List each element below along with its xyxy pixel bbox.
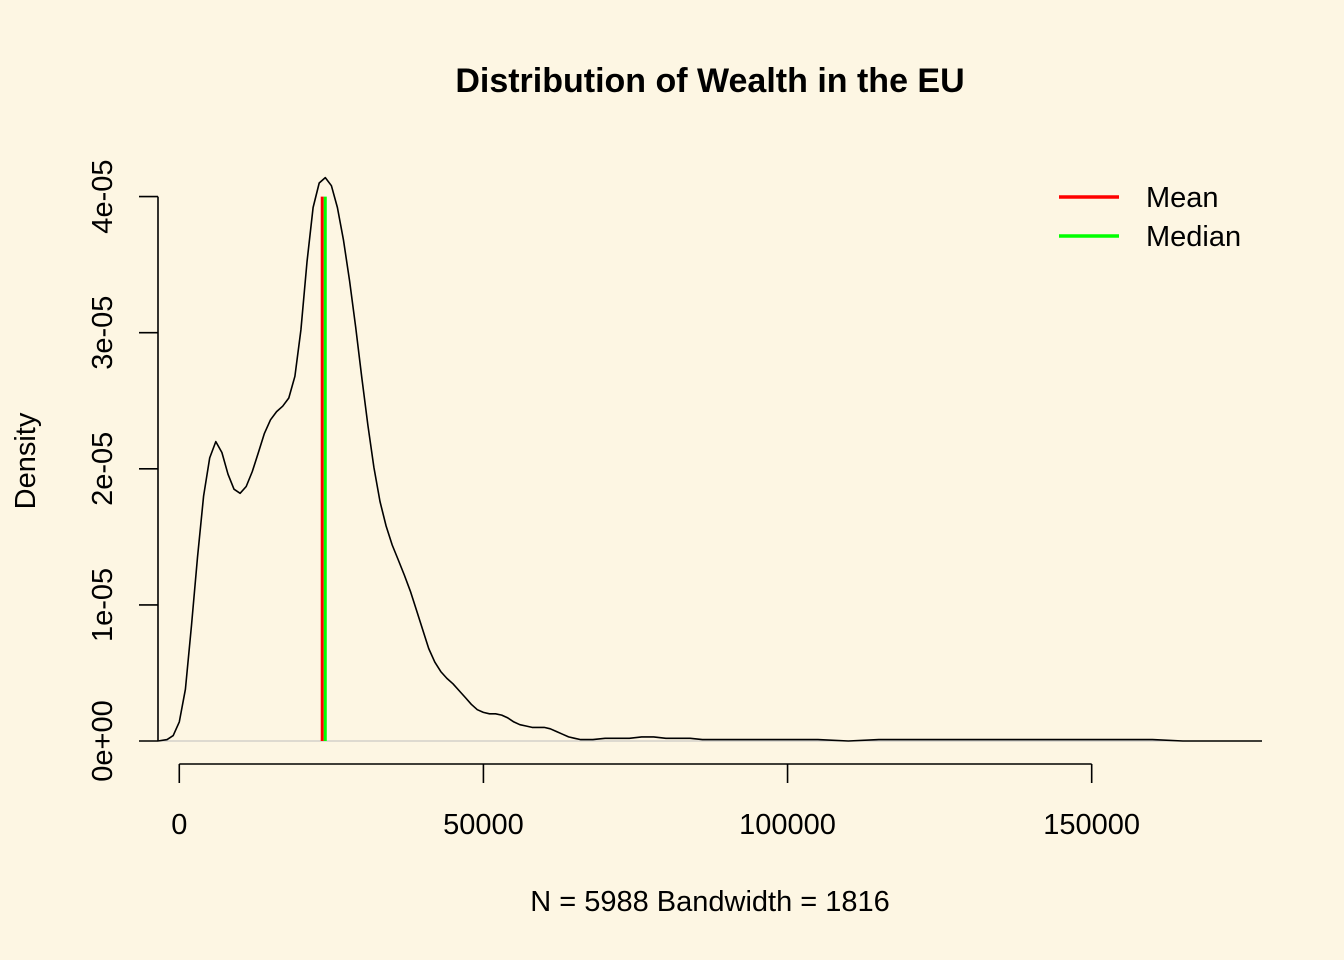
y-axis-label: Density [10,412,42,509]
x-axis: 0 50000 100000 150000 [171,763,1140,841]
y-tick-label: 2e-05 [87,432,119,506]
y-tick-label: 1e-05 [87,568,119,642]
y-tick-label: 0e+00 [87,700,119,781]
reference-lines [320,196,327,741]
x-tick-label: 0 [171,809,187,841]
x-tick-label: 100000 [739,809,836,841]
legend-label-mean: Mean [1146,182,1219,214]
density-line [157,176,1262,742]
legend: Mean Median [1059,182,1241,253]
x-axis-label: N = 5988 Bandwidth = 1816 [530,886,890,918]
x-tick-label: 50000 [443,809,524,841]
y-axis: 0e+00 1e-05 2e-05 3e-05 4e-05 [87,160,159,782]
y-tick-label: 4e-05 [87,160,119,234]
x-tick-label: 150000 [1043,809,1140,841]
y-tick-label: 3e-05 [87,296,119,370]
legend-label-median: Median [1146,221,1241,253]
chart-title: Distribution of Wealth in the EU [455,62,964,100]
